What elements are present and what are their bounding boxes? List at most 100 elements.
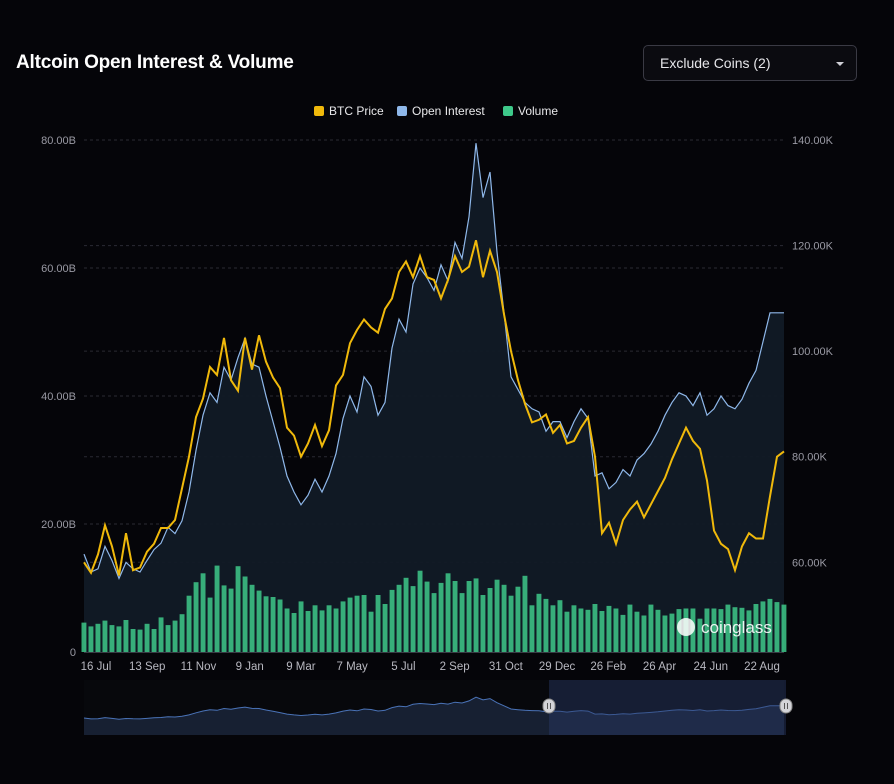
- volume-bar: [655, 609, 661, 652]
- volume-bar: [179, 614, 185, 652]
- x-tick-label: 31 Oct: [489, 661, 524, 673]
- volume-bar: [627, 604, 633, 652]
- volume-bar: [81, 622, 87, 652]
- volume-bar: [697, 618, 703, 652]
- volume-bar: [599, 611, 605, 652]
- volume-bar: [501, 584, 507, 652]
- volume-bar: [473, 578, 479, 652]
- volume-bar: [130, 629, 136, 652]
- volume-bar: [753, 604, 759, 652]
- volume-bar: [480, 595, 486, 652]
- volume-bar: [732, 607, 738, 652]
- y-right-tick-label: 100.00K: [792, 346, 834, 358]
- volume-bar: [648, 604, 654, 652]
- volume-bar: [319, 610, 325, 652]
- watermark: coinglass: [677, 618, 772, 637]
- volume-bar: [102, 620, 108, 652]
- volume-bar: [326, 605, 332, 652]
- x-tick-label: 16 Jul: [81, 661, 112, 673]
- volume-bar: [620, 614, 626, 652]
- y-left-tick-label: 80.00B: [41, 135, 76, 147]
- volume-bar: [669, 613, 675, 652]
- volume-bar: [424, 581, 430, 652]
- legend-label: Open Interest: [412, 104, 485, 118]
- y-right-tick-label: 120.00K: [792, 241, 834, 253]
- legend-label: Volume: [518, 104, 558, 118]
- volume-bar: [305, 611, 311, 652]
- volume-bar: [704, 608, 710, 652]
- x-tick-label: 9 Jan: [236, 661, 264, 673]
- drag-handle-icon[interactable]: [779, 698, 793, 714]
- volume-bar: [564, 611, 570, 652]
- chevron-down-icon: [836, 62, 844, 66]
- volume-bar: [298, 601, 304, 652]
- volume-bar: [368, 611, 374, 652]
- x-tick-label: 26 Feb: [590, 661, 626, 673]
- volume-bar: [529, 605, 535, 652]
- volume-bar: [543, 598, 549, 652]
- plot-area: [81, 143, 787, 652]
- volume-bar: [354, 595, 360, 652]
- volume-bar: [382, 604, 388, 652]
- x-tick-label: 29 Dec: [539, 661, 576, 673]
- volume-bar: [193, 582, 199, 652]
- volume-bar: [459, 593, 465, 652]
- volume-bar: [109, 625, 115, 652]
- x-tick-label: 9 Mar: [286, 661, 316, 673]
- open-interest-line: [83, 143, 784, 580]
- y-axis-left: 0 20.00B 40.00B 60.00B 80.00B: [41, 135, 76, 659]
- volume-bar: [228, 588, 234, 652]
- volume-bar: [662, 615, 668, 652]
- volume-bar: [144, 623, 150, 652]
- volume-bar: [277, 599, 283, 652]
- volume-bar: [347, 597, 353, 652]
- volume-bar: [95, 623, 101, 652]
- y-left-tick-label: 20.00B: [41, 519, 76, 531]
- volume-bar: [718, 609, 724, 652]
- exclude-coins-dropdown[interactable]: Exclude Coins (2): [643, 45, 857, 81]
- drag-handle-icon[interactable]: [542, 698, 556, 714]
- x-tick-label: 11 Nov: [181, 661, 217, 673]
- volume-bar: [760, 601, 766, 652]
- navigator-line: [83, 696, 784, 720]
- volume-bar: [774, 602, 780, 652]
- exclude-coins-label: Exclude Coins (2): [660, 55, 771, 71]
- volume-bar: [151, 629, 157, 652]
- legend-swatch-2: [503, 106, 513, 116]
- volume-bar: [431, 593, 437, 652]
- volume-bar: [711, 608, 717, 652]
- volume-bar: [606, 605, 612, 652]
- legend: BTC Price Open Interest Volume: [314, 104, 558, 118]
- volume-bar: [186, 595, 192, 652]
- volume-bar: [781, 604, 787, 652]
- volume-bar: [641, 615, 647, 652]
- volume-bar: [550, 605, 556, 652]
- volume-bar: [508, 595, 514, 652]
- volume-bar: [123, 620, 129, 652]
- y-right-tick-label: 80.00K: [792, 452, 828, 464]
- x-tick-label: 5 Jul: [391, 661, 415, 673]
- volume-bar: [270, 597, 276, 652]
- volume-bar: [739, 607, 745, 652]
- open-interest-area: [84, 143, 784, 652]
- volume-bar: [256, 590, 262, 652]
- navigator-area: [84, 697, 784, 735]
- y-left-tick-label: 0: [70, 647, 76, 659]
- volume-bar: [242, 576, 248, 652]
- volume-bar: [403, 577, 409, 652]
- volume-bar: [767, 598, 773, 652]
- volume-bar: [207, 597, 213, 652]
- navigator-selection: [549, 680, 786, 735]
- volume-bar: [291, 613, 297, 652]
- volume-bar: [263, 596, 269, 652]
- volume-bar: [284, 608, 290, 652]
- volume-bar: [375, 595, 381, 652]
- page-title: Altcoin Open Interest & Volume: [16, 52, 294, 73]
- volume-bar: [312, 605, 318, 652]
- volume-bar: [417, 570, 423, 652]
- x-tick-label: 2 Sep: [440, 661, 470, 673]
- volume-bar: [410, 586, 416, 652]
- volume-bar: [116, 626, 122, 652]
- time-navigator[interactable]: [83, 680, 793, 735]
